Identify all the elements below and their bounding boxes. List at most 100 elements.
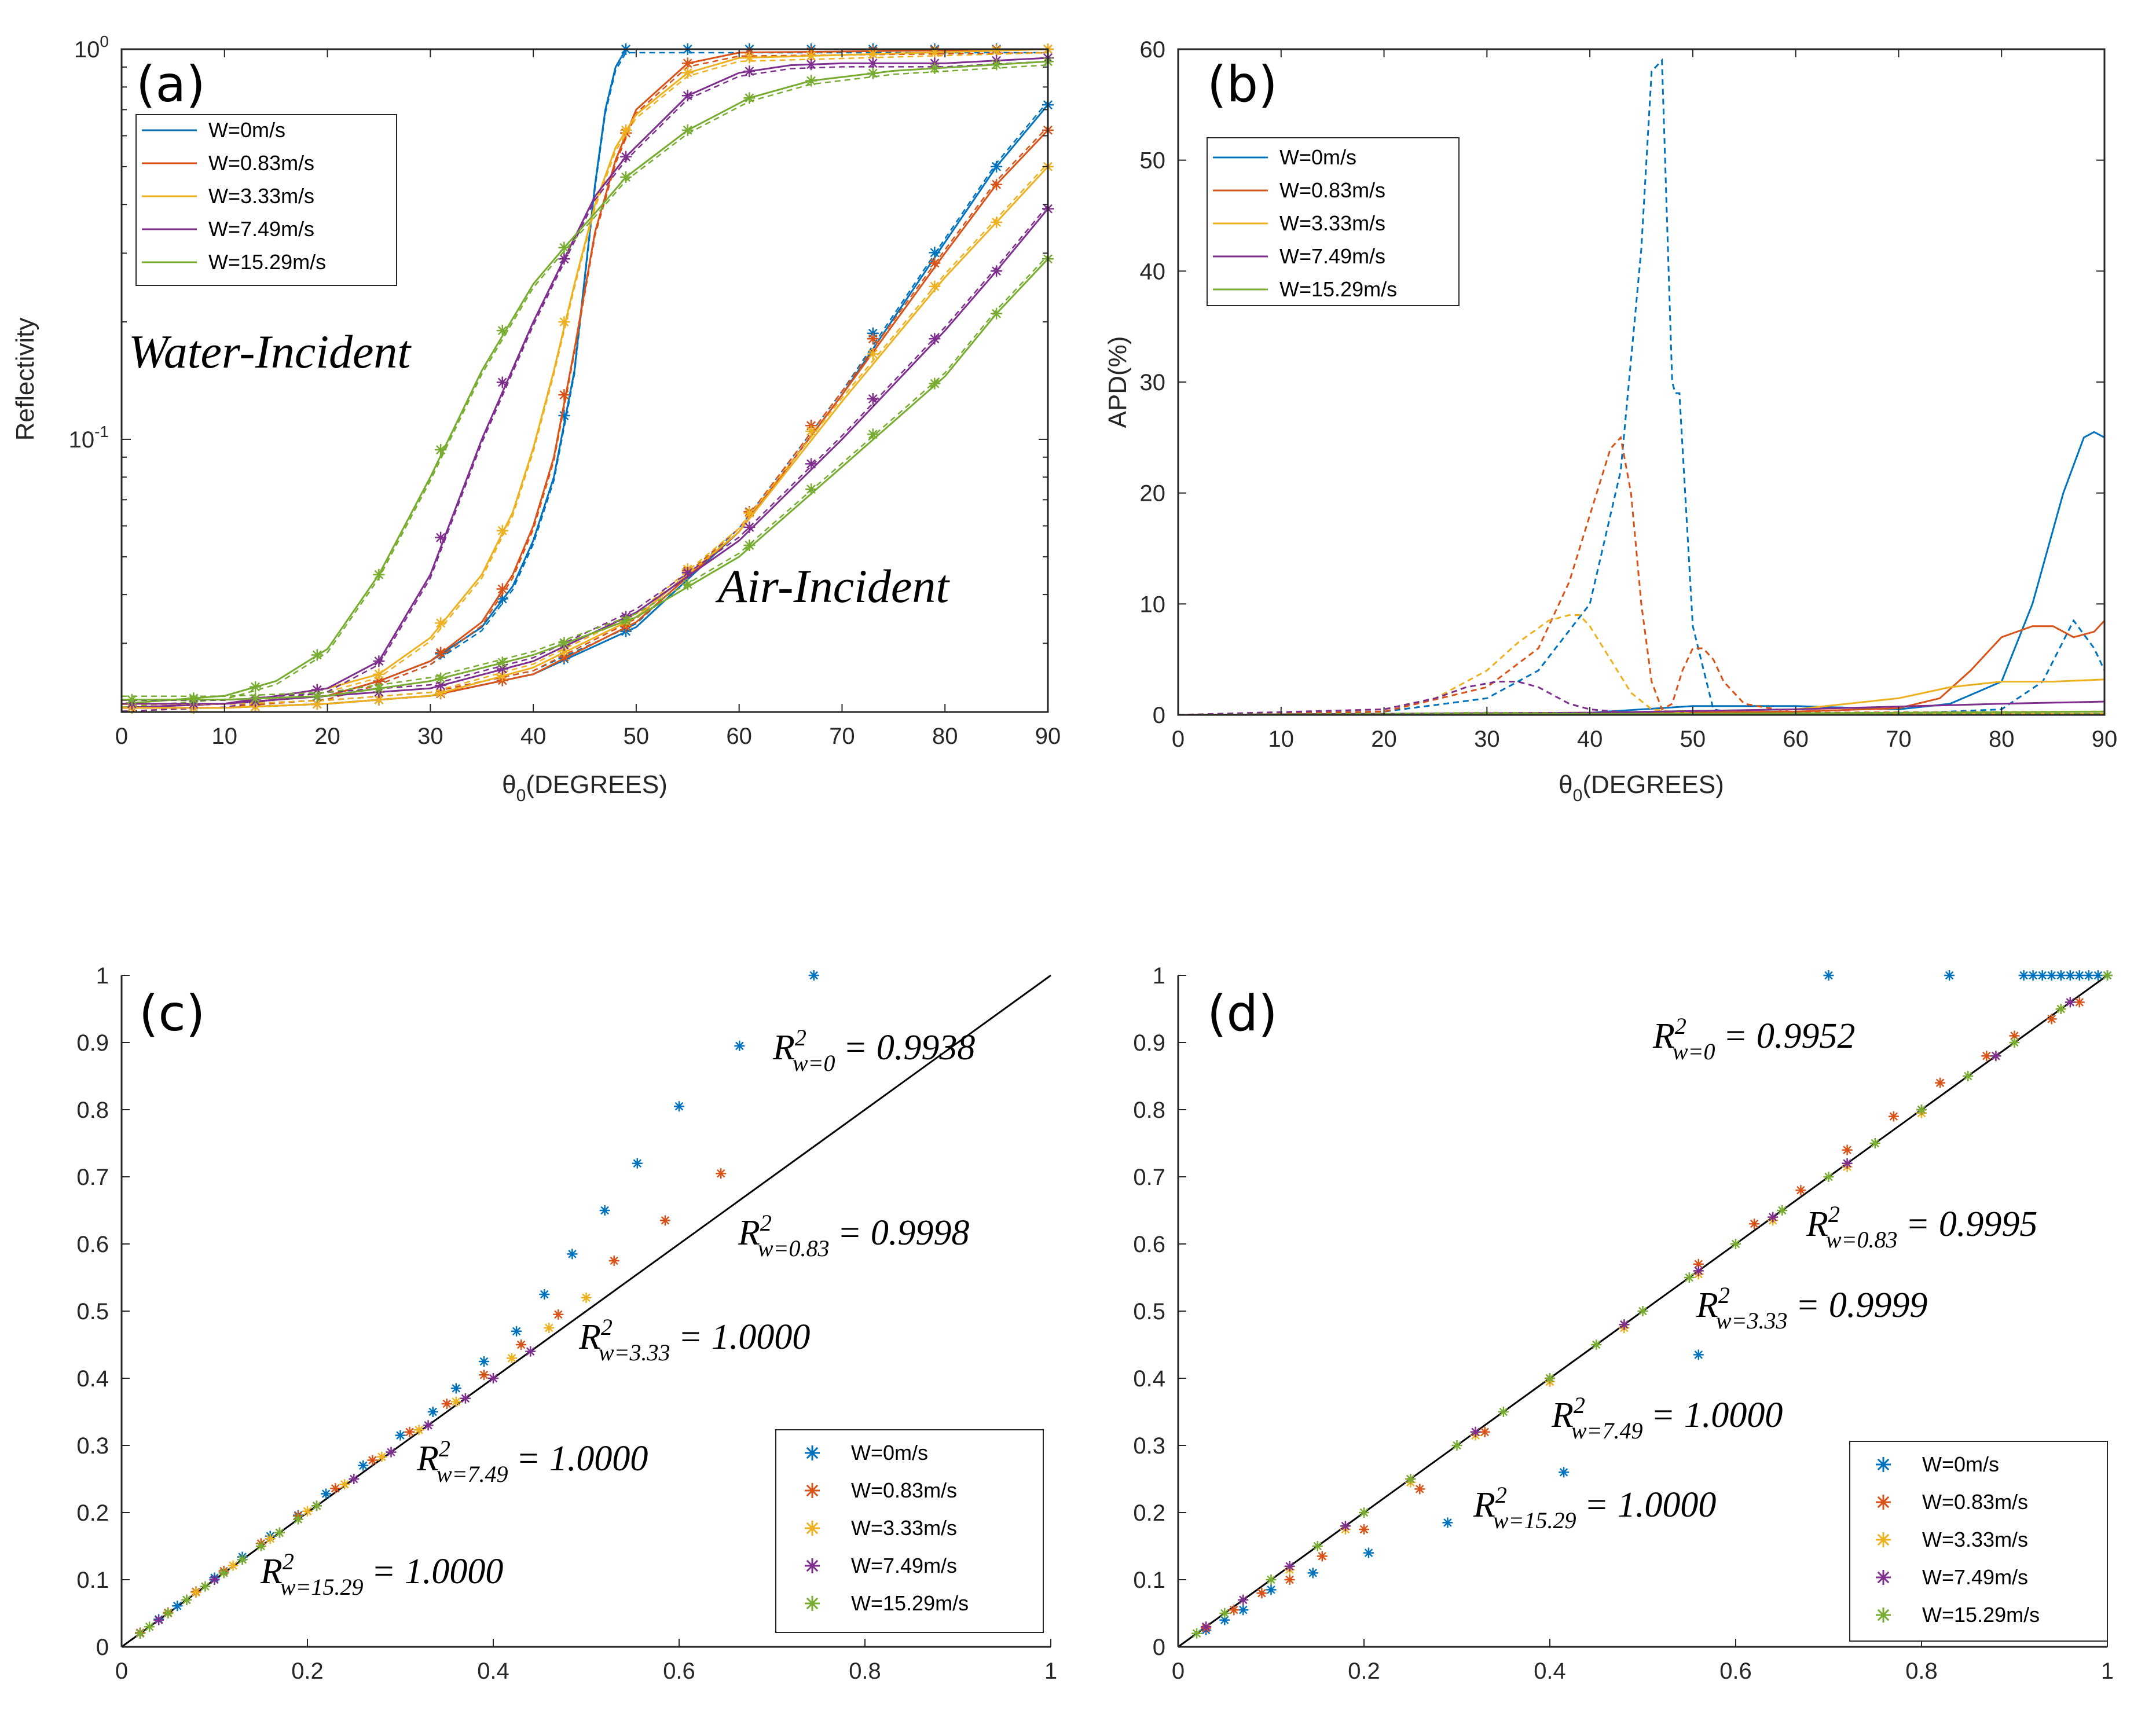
- panel-c-point-w-0m-s: [734, 1040, 745, 1051]
- panel-c-point-w-3-33m-s: [339, 1479, 350, 1490]
- panel-d-point-w-0m-s: [1219, 1614, 1230, 1625]
- panel-a-marker: [373, 668, 385, 680]
- panel-c-point-w-0m-s: [479, 1356, 489, 1367]
- panel-d-series: [1191, 970, 2113, 1639]
- panel-d-y-tick-label: 0.3: [1133, 1433, 1165, 1459]
- panel-a-legend-label: W=0.83m/s: [208, 151, 314, 175]
- panel-b-x-tick-label: 70: [1886, 726, 1912, 752]
- panel-c-legend-label: W=7.49m/s: [851, 1554, 957, 1577]
- panel-a-marker: [929, 63, 941, 74]
- panel-c-point-w-0m-s: [567, 1249, 578, 1260]
- panel-d-point-w-0m-s: [1693, 1349, 1704, 1360]
- panel-d-x-tick-label: 0.2: [1348, 1658, 1380, 1684]
- panel-a-marker: [743, 65, 756, 78]
- panel-c-point-w-0-83m-s: [553, 1309, 564, 1320]
- panel-c-series: [135, 970, 819, 1639]
- panel-a-marker: [867, 393, 879, 405]
- panel-d-legend-label: W=7.49m/s: [1922, 1565, 2028, 1589]
- panel-d-point-w-0-83m-s: [1795, 1185, 1806, 1196]
- panel-a-marker: [929, 257, 941, 269]
- panel-c-y-tick-label: 0.3: [76, 1433, 109, 1459]
- panel-c-legend-marker: [805, 1445, 820, 1460]
- panel-c-point-w-0m-s: [172, 1601, 183, 1612]
- panel-d-point-w-0m-s: [2018, 970, 2029, 981]
- panel-a-marker: [558, 389, 570, 401]
- panel-a-marker: [805, 425, 817, 437]
- panel-a-marker: [435, 647, 447, 659]
- panel-d-x-tick-label: 0.8: [1905, 1658, 1938, 1684]
- panel-b-line-dashed-w-0-83m-s: [1178, 435, 2105, 716]
- panel-b-line-dashed-w-7-49m-s: [1178, 681, 2104, 716]
- panel-a-marker: [435, 680, 447, 691]
- panel-d-point-w-15-29m-s: [1451, 1440, 1462, 1451]
- panel-b-line-solid-w-0-83m-s: [1178, 620, 2106, 716]
- panel-a-marker: [496, 593, 508, 605]
- panel-a-axes-box: [120, 48, 1049, 713]
- panel-a-marker: [496, 663, 508, 675]
- panel-d-x-tick-label: 0.4: [1534, 1658, 1566, 1684]
- panel-d-point-w-7-49m-s: [1842, 1158, 1853, 1169]
- panel-a-marker: [311, 690, 323, 702]
- panel-d-y-tick-label: 0.4: [1133, 1366, 1165, 1392]
- panel-c-y-tick-label: 0.5: [76, 1299, 109, 1324]
- panel-c-legend-items: W=0m/s W=0.83m/s W=3.33m/s W=7.49m/s W=15.29…: [805, 1441, 969, 1615]
- panel-d-legend-items: W=0m/s W=0.83m/s W=3.33m/s W=7.49m/s W=15.29…: [1876, 1452, 2040, 1627]
- panel-a-marker: [805, 458, 817, 470]
- panel-c-label: (c): [139, 985, 205, 1043]
- panel-b: 0 10 20 30 40 50 60 70 80 90 0 10 20 30 40 50 60 (b) APD…: [1103, 37, 2117, 805]
- panel-d-point-w-15-29m-s: [1545, 1373, 1555, 1383]
- panel-a-marker: [496, 524, 508, 537]
- panel-a-marker: [620, 171, 632, 183]
- panel-b-x-tick-label: 30: [1474, 726, 1500, 752]
- panel-a-marker: [435, 687, 447, 699]
- panel-c-y-tick-label: 0.2: [76, 1500, 109, 1526]
- panel-d-legend-box: [1849, 1441, 2108, 1642]
- panel-c-point-w-0m-s: [599, 1205, 610, 1216]
- panel-b-x-tick-label: 10: [1268, 726, 1295, 752]
- panel-a-marker: [188, 693, 200, 706]
- panel-c-point-w-15-29m-s: [135, 1628, 146, 1639]
- panel-a-x-tick-label: 90: [1035, 724, 1061, 749]
- panel-d-point-w-0m-s: [1266, 1584, 1277, 1595]
- panel-b-line-dashed-w-3-33m-s: [1178, 614, 2104, 716]
- panel-d-point-w-0m-s: [2083, 970, 2094, 981]
- panel-a-dashed-water-w-15-29m-s: [121, 64, 1048, 708]
- panel-c-point-w-15-29m-s: [181, 1594, 192, 1605]
- panel-a-marker: [867, 428, 879, 441]
- panel-d-legend-marker: [1876, 1532, 1891, 1547]
- panel-c-point-w-0m-s: [427, 1407, 438, 1417]
- panel-c-x-tick-label: 0.2: [291, 1658, 324, 1684]
- panel-d-point-w-7-49m-s: [1470, 1426, 1481, 1437]
- panel-c-point-w-0m-s: [632, 1158, 643, 1169]
- panel-b-x-tick-label: 90: [2092, 726, 2118, 752]
- panel-c-point-w-3-33m-s: [581, 1292, 592, 1303]
- panel-d-legend-marker: [1876, 1457, 1891, 1472]
- panel-a-legend-label: W=7.49m/s: [208, 217, 314, 241]
- panel-a-ylabel: Reflectivity: [11, 318, 39, 441]
- panel-d-legend-label: W=0m/s: [1922, 1452, 1999, 1476]
- panel-a-marker: [991, 216, 1003, 228]
- panel-c-point-w-15-29m-s: [274, 1527, 285, 1538]
- panel-a-marker: [929, 333, 941, 345]
- panel-a-marker: [496, 325, 508, 337]
- panel-a-marker: [743, 539, 756, 551]
- panel-c-point-w-0-83m-s: [716, 1168, 727, 1179]
- panel-a-marker: [805, 483, 817, 496]
- panel-d-legend-marker: [1876, 1607, 1891, 1623]
- panel-a-marker: [620, 151, 632, 163]
- panel-c-point-w-0m-s: [450, 1383, 461, 1394]
- panel-c-point-w-3-33m-s: [507, 1353, 518, 1364]
- panel-c-point-w-7-49m-s: [525, 1346, 536, 1357]
- panel-d-point-w-15-29m-s: [1359, 1507, 1369, 1518]
- panel-b-legend-label: W=15.29m/s: [1279, 277, 1397, 301]
- panel-a-marker: [867, 348, 879, 360]
- panel-a-legend: W=0m/s W=0.83m/s W=3.33m/s W=7.49m/s W=15.29…: [135, 114, 397, 286]
- panel-d-point-w-0m-s: [1307, 1568, 1318, 1579]
- panel-d-point-w-15-29m-s: [1191, 1628, 1202, 1639]
- panel-d-y-tick-label: 0: [1153, 1635, 1165, 1660]
- panel-c-y-tick-label: 0.4: [76, 1366, 109, 1392]
- panel-a-x-tick-label: 40: [520, 724, 547, 749]
- panel-a-x-tick-label: 50: [624, 724, 650, 749]
- panel-b-ylabel: APD(%): [1103, 336, 1132, 428]
